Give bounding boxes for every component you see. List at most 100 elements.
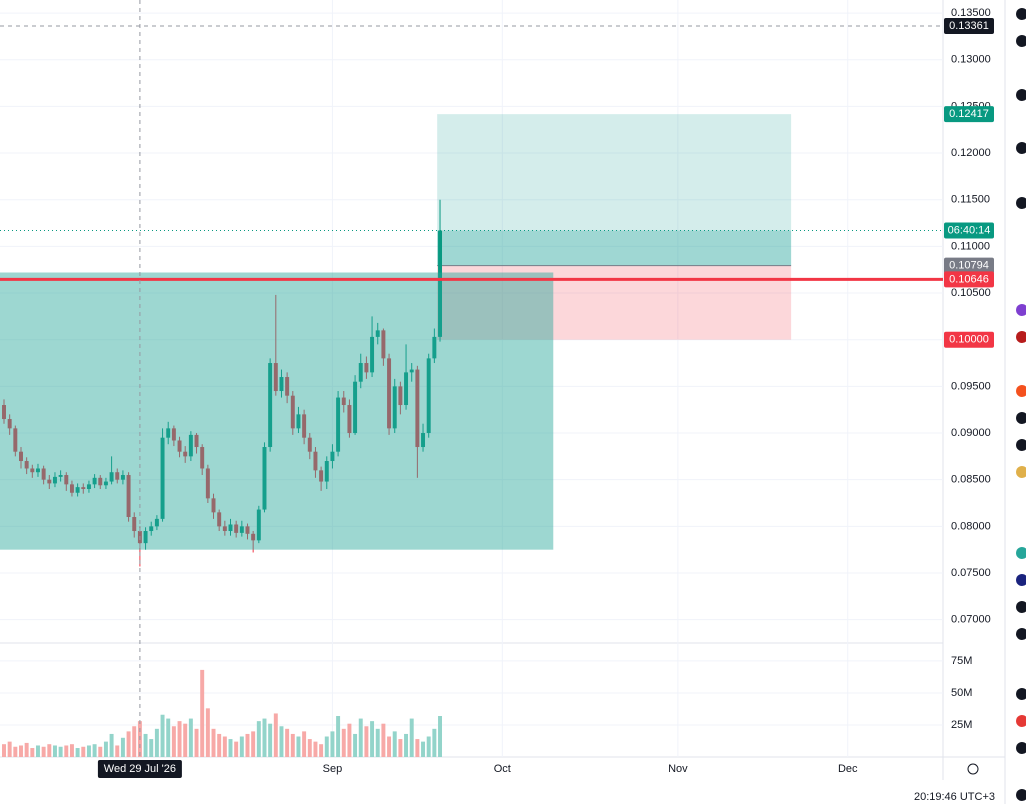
volume-bar (92, 744, 97, 757)
stop-tag-box (944, 331, 994, 348)
volume-bar (381, 723, 386, 757)
candle-body (75, 487, 80, 493)
line-tag-box (944, 271, 994, 288)
x-tick-label: Oct (494, 763, 511, 775)
volume-bar (188, 718, 193, 757)
grid (0, 0, 943, 757)
target-tag: 0.12417 (949, 108, 989, 120)
candle-body (330, 451, 335, 462)
candle-body (392, 386, 397, 429)
toolbar-icon[interactable] (1016, 466, 1026, 478)
toolbar-icon[interactable] (1016, 35, 1026, 47)
volume-bar (421, 741, 426, 757)
volume-bar (426, 736, 431, 757)
crosshair-price-tag: 0.13361 (949, 20, 989, 32)
toolbar-icon[interactable] (1016, 601, 1026, 613)
candle-body (341, 397, 346, 406)
volume-bar (307, 739, 312, 757)
candle-body (205, 468, 210, 499)
volume-bar (268, 723, 273, 757)
candle-body (324, 461, 329, 482)
volume-bar (217, 733, 222, 757)
x-tick-label: Nov (668, 763, 688, 775)
candle-body (171, 428, 176, 441)
candle-body (19, 451, 23, 462)
toolbar-icon[interactable] (1016, 89, 1026, 101)
volume-bar (358, 718, 363, 757)
candle-body (200, 447, 205, 469)
volume-bar (52, 745, 57, 757)
x-tick-label: Sep (323, 763, 343, 775)
y-tick-label: 0.12000 (951, 147, 991, 159)
candle-body (426, 358, 431, 434)
volume-bar (415, 739, 420, 757)
toolbar-icon[interactable] (1016, 412, 1026, 424)
candle-body (143, 531, 148, 544)
candle-body (239, 526, 244, 533)
candle-body (211, 498, 216, 513)
toolbar-icon[interactable] (1016, 8, 1026, 20)
candle-body (364, 363, 369, 373)
candle-body (81, 487, 86, 490)
volume-bar (313, 741, 318, 757)
candle-body (228, 524, 233, 532)
toolbar-icon[interactable] (1016, 688, 1026, 700)
volume-bar (245, 733, 250, 757)
toolbar-icon[interactable] (1016, 574, 1026, 586)
candle-body (188, 434, 193, 457)
volume-bar (47, 744, 52, 757)
candle-body (166, 428, 171, 438)
settings-icon[interactable] (967, 763, 979, 775)
toolbar-icon[interactable] (1016, 715, 1026, 727)
toolbar-icon[interactable] (1016, 789, 1026, 801)
candle-body (421, 433, 426, 448)
clock: 20:19:46 UTC+3 (914, 791, 995, 803)
volume-bar (58, 746, 63, 757)
toolbar-icon[interactable] (1016, 742, 1026, 754)
candle-body (251, 533, 256, 541)
volume-bar (154, 728, 159, 757)
volume-bar (177, 721, 182, 757)
toolbar-icon[interactable] (1016, 331, 1026, 343)
volume-bar (262, 718, 267, 757)
candle-body (256, 509, 261, 541)
volume-bar (7, 741, 12, 757)
candle-body (177, 440, 182, 452)
y-tick-label: 0.08000 (951, 520, 991, 532)
candle-body (98, 477, 103, 486)
candle-body (375, 330, 380, 337)
toolbar-icon[interactable] (1016, 142, 1026, 154)
profit-zone (437, 230, 792, 266)
countdown-tag: 06:40:14 (948, 224, 991, 236)
volume-bar (81, 746, 86, 757)
volume-bar (341, 728, 346, 757)
candle-body (347, 405, 352, 434)
volume-bar (239, 736, 244, 757)
volume-bar (149, 739, 154, 757)
crosshair-date-box (97, 760, 182, 778)
volume-bar (103, 741, 108, 757)
volume-bar (13, 746, 18, 757)
volume-bar (35, 745, 40, 757)
toolbar-icon[interactable] (1016, 304, 1026, 316)
volume-bar (200, 669, 205, 757)
candle-body (194, 434, 199, 448)
candle-body (438, 230, 443, 337)
volume-bar (398, 739, 403, 757)
candle-body (319, 470, 324, 482)
toolbar-icon[interactable] (1016, 439, 1026, 451)
volume-bar (370, 721, 375, 757)
toolbar-icon[interactable] (1016, 547, 1026, 559)
right-toolbar (1016, 8, 1026, 801)
toolbar-icon[interactable] (1016, 197, 1026, 209)
toolbar-icon[interactable] (1016, 385, 1026, 397)
volume-bar (211, 728, 216, 757)
toolbar-icon[interactable] (1016, 628, 1026, 640)
volume-bar (273, 713, 278, 757)
volume-bar (364, 726, 369, 757)
candle-body (273, 363, 278, 392)
y-tick-label: 0.13000 (951, 54, 991, 66)
volume-bar (160, 714, 165, 757)
candle-body (217, 512, 222, 527)
